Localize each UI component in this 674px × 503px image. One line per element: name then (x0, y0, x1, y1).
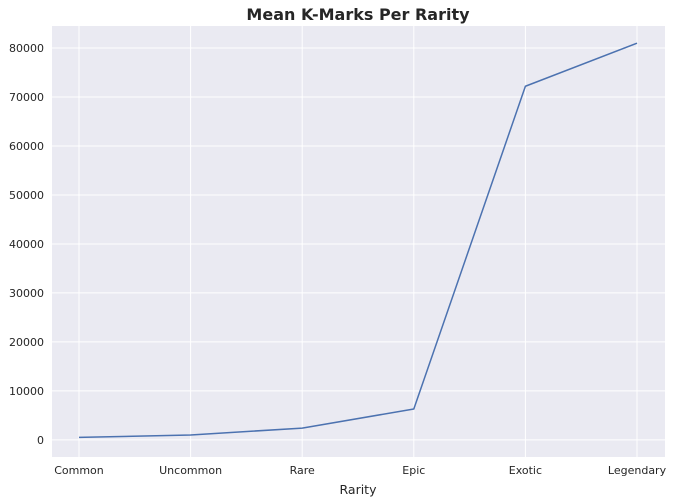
y-tick-label: 0 (37, 434, 44, 447)
x-tick-label: Uncommon (159, 464, 222, 477)
y-tick-label: 40000 (9, 238, 44, 251)
x-tick-labels: Common Uncommon Rare Epic Exotic Legendary (54, 464, 666, 477)
x-tick-label: Rare (290, 464, 315, 477)
y-tick-label: 30000 (9, 287, 44, 300)
y-tick-label: 20000 (9, 336, 44, 349)
chart-title: Mean K-Marks Per Rarity (246, 5, 470, 24)
y-tick-label: 80000 (9, 42, 44, 55)
y-tick-label: 50000 (9, 189, 44, 202)
x-tick-label: Common (54, 464, 104, 477)
y-tick-label: 60000 (9, 140, 44, 153)
y-tick-label: 10000 (9, 385, 44, 398)
y-tick-label: 70000 (9, 91, 44, 104)
x-tick-label: Legendary (608, 464, 667, 477)
series-line (78, 42, 638, 439)
x-tick-label: Epic (402, 464, 425, 477)
grid-lines (52, 26, 665, 457)
plot-area (52, 26, 665, 457)
x-tick-label: Exotic (509, 464, 542, 477)
x-axis-label: Rarity (340, 482, 378, 497)
y-tick-labels: 0 10000 20000 30000 40000 50000 60000 70000 8000… (9, 42, 44, 447)
